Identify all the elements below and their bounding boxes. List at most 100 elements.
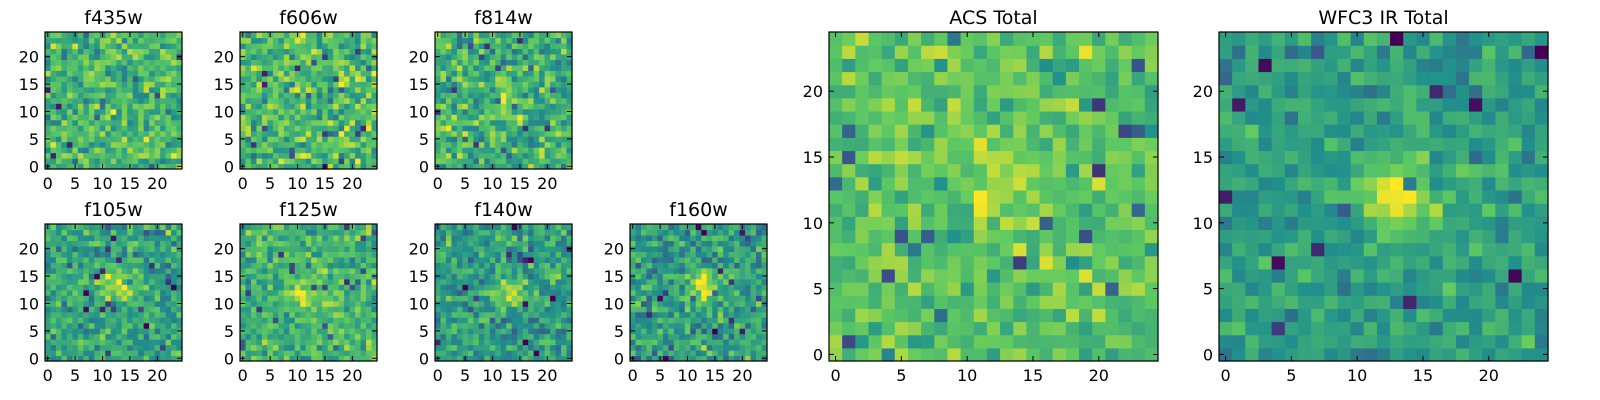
heatmap-cell <box>489 86 496 93</box>
heatmap-cell <box>88 125 95 132</box>
heatmap-cell <box>371 114 378 121</box>
heatmap-cell <box>451 64 458 71</box>
heatmap-cell <box>165 136 172 143</box>
heatmap-cell <box>116 273 123 280</box>
heatmap-cell <box>355 333 362 340</box>
heatmap-cell <box>344 224 351 231</box>
heatmap-cell <box>539 300 546 307</box>
heatmap-cell <box>240 333 247 340</box>
heatmap-cell <box>105 42 112 50</box>
heatmap-cell <box>544 339 551 346</box>
heatmap-cell <box>1079 255 1093 270</box>
heatmap-cell <box>116 289 123 296</box>
heatmap-cell <box>544 97 551 104</box>
heatmap-cell <box>986 32 1001 46</box>
heatmap-cell <box>1429 150 1444 165</box>
heatmap-cell <box>283 355 290 362</box>
heatmap-cell <box>456 273 463 280</box>
heatmap-cell <box>55 108 63 115</box>
heatmap-cell <box>149 59 156 66</box>
heatmap-cell <box>440 284 447 291</box>
heatmap-cell <box>165 289 172 296</box>
heatmap-cell <box>1390 163 1404 178</box>
heatmap-cell <box>506 81 513 88</box>
heatmap-cell <box>561 92 568 99</box>
heatmap-cell <box>842 176 856 191</box>
heatmap-cell <box>484 152 491 159</box>
heatmap-cell <box>240 306 247 313</box>
heatmap-cell <box>555 86 562 93</box>
heatmap-cell <box>171 234 178 242</box>
heatmap-cell <box>316 229 323 236</box>
heatmap-cell <box>105 311 112 318</box>
heatmap-cell <box>555 119 562 126</box>
heatmap-cell <box>986 137 1001 152</box>
heatmap-cell <box>473 278 480 285</box>
heatmap-cell <box>517 119 524 126</box>
heatmap-cell <box>500 322 507 329</box>
heatmap-cell <box>360 97 367 104</box>
heatmap-cell <box>1065 97 1080 112</box>
heatmap-cell <box>245 152 252 159</box>
heatmap-cell <box>132 289 139 296</box>
heatmap-cell <box>132 273 139 280</box>
heatmap-cell <box>495 53 502 60</box>
heatmap-cell <box>555 333 562 340</box>
heatmap-cell <box>61 245 68 252</box>
heatmap-cell <box>267 48 274 55</box>
heatmap-cell <box>1232 255 1246 270</box>
heatmap-cell <box>240 317 247 324</box>
heatmap-cell <box>561 108 568 115</box>
heatmap-cell <box>539 108 546 115</box>
heatmap-cell <box>539 70 546 77</box>
heatmap-cell <box>506 333 513 340</box>
heatmap-cell <box>934 242 949 257</box>
heatmap-cell <box>934 334 949 349</box>
heatmap-cell <box>868 242 883 257</box>
heatmap-cell <box>1079 176 1093 191</box>
heatmap-cell <box>550 147 557 154</box>
heatmap-cell <box>484 273 491 280</box>
heatmap-cell <box>88 119 95 126</box>
heatmap-cell <box>278 92 285 99</box>
heatmap-cell <box>110 278 117 285</box>
heatmap-cell <box>121 92 128 99</box>
heatmap-cell <box>1000 308 1014 323</box>
heatmap-cell <box>478 284 485 291</box>
heatmap-cell <box>1258 216 1273 230</box>
heatmap-cell <box>160 59 167 66</box>
heatmap-cell <box>1144 97 1159 112</box>
heatmap-cell <box>116 224 123 231</box>
heatmap-cell <box>88 273 95 280</box>
heatmap-cell <box>121 333 128 340</box>
heatmap-cell <box>500 64 507 71</box>
heatmap-cell <box>1297 334 1312 349</box>
heatmap-cell <box>1403 124 1417 138</box>
heatmap-cell <box>267 344 274 351</box>
heatmap-cell <box>1350 321 1365 336</box>
heatmap-cell <box>986 282 1001 296</box>
heatmap-cell <box>256 70 263 77</box>
y-tick-label: 15 <box>214 75 234 94</box>
heatmap-cell <box>105 86 112 93</box>
heatmap-cell <box>1079 97 1093 112</box>
heatmap-cell <box>110 344 117 351</box>
heatmap-cell <box>907 189 922 204</box>
heatmap-cell <box>467 284 474 291</box>
heatmap-cell <box>105 103 112 110</box>
heatmap-cell <box>121 350 128 357</box>
heatmap-cell <box>360 350 367 357</box>
heatmap-cell <box>881 84 896 99</box>
heatmap-cell <box>511 355 518 362</box>
heatmap-cell <box>1271 176 1286 191</box>
heatmap-cell <box>1442 268 1457 283</box>
heatmap-cell <box>272 256 279 263</box>
heatmap-cell <box>305 322 312 329</box>
heatmap-cell <box>500 86 507 93</box>
heatmap-cell <box>311 75 318 82</box>
heatmap-cell <box>66 125 73 132</box>
heatmap-cell <box>456 278 463 285</box>
heatmap-cell <box>143 234 150 242</box>
heatmap-cell <box>294 229 301 236</box>
heatmap-cell <box>349 317 356 324</box>
